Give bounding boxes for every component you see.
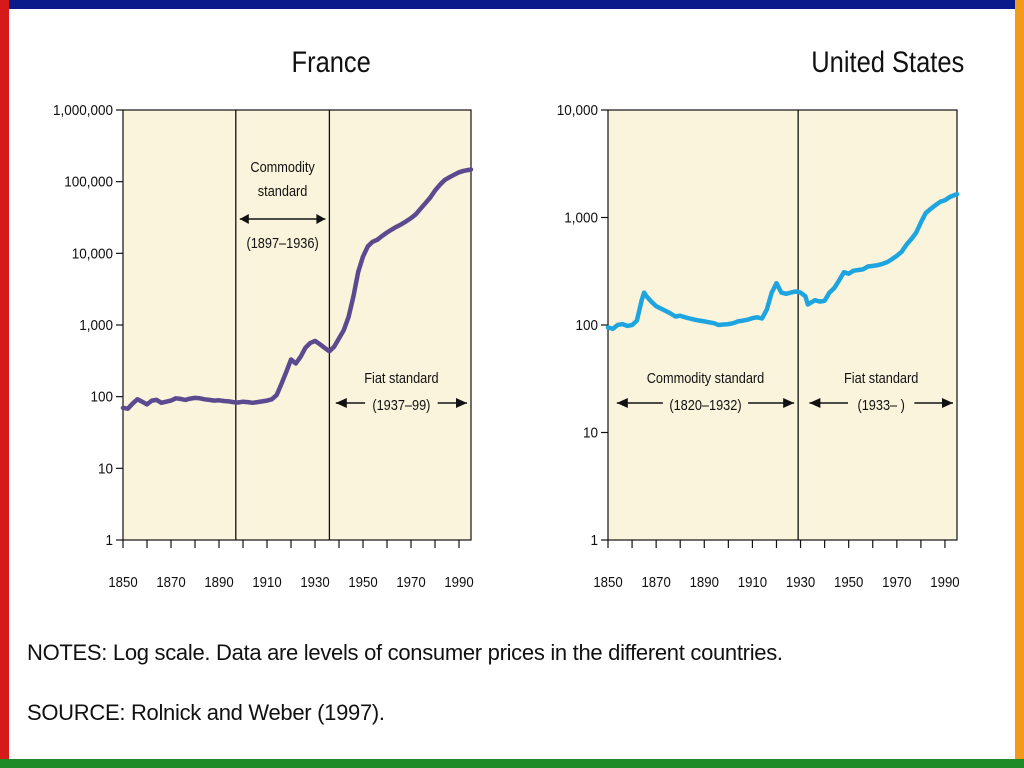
france-series-line [120, 167, 474, 411]
us-title: United States [811, 45, 964, 78]
us-annotation-text: (1820–1932) [669, 396, 741, 413]
france-annotation-text: (1897–1936) [246, 234, 318, 251]
us-x-tick-label: 1890 [690, 573, 719, 590]
france-y-tick-label: 10 [98, 461, 113, 478]
france-arrowhead-right [316, 214, 326, 224]
us-x-tick-label: 1870 [641, 573, 670, 590]
france-plot-area [122, 109, 472, 541]
france-y-tick-label: 100 [91, 389, 114, 406]
frame-left-bar [0, 0, 9, 768]
france-y-tick-label: 1,000 [79, 317, 113, 334]
france-y-tick-label: 1 [105, 532, 113, 549]
france-y-tick-label: 1,000,000 [53, 102, 113, 119]
us-x-tick-label: 1970 [882, 573, 911, 590]
us-arrowhead-left [809, 398, 821, 408]
france-annotation-text: Fiat standard [364, 369, 438, 386]
us-chart: United States 1 10 100 1,000 10,000 1850 1870 18… [557, 45, 965, 590]
frame-top-bar [0, 0, 1024, 9]
france-x-tick-label: 1870 [156, 573, 185, 590]
france-x-tick-label: 1930 [300, 573, 329, 590]
france-y-tick-label: 10,000 [72, 246, 113, 263]
us-y-tick-label: 1 [590, 532, 598, 549]
us-y-tick-label: 100 [576, 317, 599, 334]
france-chart: France 1 10 100 1,000 10,000 100,000 1,000,000 1… [53, 45, 474, 590]
us-x-tick-label: 1950 [834, 573, 863, 590]
france-x-tick-label: 1950 [348, 573, 377, 590]
us-x-tick-label: 1910 [738, 573, 767, 590]
france-annotation-text: (1937–99) [372, 396, 430, 413]
france-arrowhead-right [456, 398, 467, 408]
us-y-tick-label: 10 [583, 425, 598, 442]
france-x-tick-label: 1850 [108, 573, 137, 590]
frame-bottom-bar [0, 759, 1024, 768]
us-arrowhead-left [616, 398, 628, 408]
us-y-tick-label: 10,000 [557, 102, 598, 119]
us-arrowhead-right [783, 398, 795, 408]
us-annotation-text: Commodity standard [647, 369, 765, 386]
france-x-tick-label: 1990 [444, 573, 473, 590]
source-text: SOURCE: Rolnick and Weber (1997). [27, 700, 385, 725]
france-x-tick-label: 1970 [396, 573, 425, 590]
us-annotation-text: Fiat standard [844, 369, 918, 386]
us-arrowhead-right [942, 398, 953, 408]
france-annotation-text: standard [258, 182, 308, 199]
us-x-tick-label: 1990 [930, 573, 959, 590]
us-y-tick-label: 1,000 [564, 210, 598, 227]
france-arrowhead-left [239, 214, 249, 224]
us-x-tick-label: 1930 [786, 573, 815, 590]
us-x-tick-label: 1850 [593, 573, 622, 590]
us-annotation-text: (1933– ) [857, 396, 904, 413]
us-plot-area [607, 109, 958, 541]
france-title: France [292, 45, 371, 78]
france-arrowhead-left [335, 398, 347, 408]
frame-right-bar [1015, 0, 1024, 768]
france-x-tick-label: 1910 [252, 573, 281, 590]
france-annotation-text: Commodity [250, 158, 314, 175]
notes-text: NOTES: Log scale. Data are levels of con… [27, 640, 783, 665]
france-x-tick-label: 1890 [204, 573, 233, 590]
us-series-line [605, 191, 960, 332]
france-y-tick-label: 100,000 [64, 174, 113, 191]
